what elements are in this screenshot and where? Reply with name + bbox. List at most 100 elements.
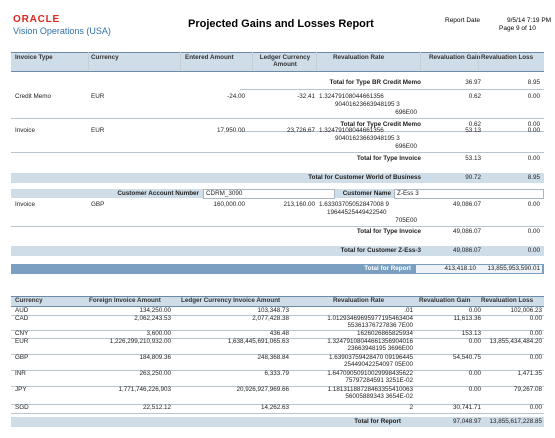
col-ledger-amount: Ledger Currency Amount bbox=[259, 54, 311, 68]
ledger-invoice-amount: 14,262.63 bbox=[260, 404, 289, 411]
col-separator bbox=[316, 52, 317, 70]
loss-value: 0.00 bbox=[529, 315, 542, 322]
revaluation-rate: 1.32479108044661356 bbox=[319, 93, 384, 100]
divider bbox=[11, 226, 544, 227]
revaluation-rate: 705E00 bbox=[395, 217, 417, 224]
loss-value: 13,855,617,228.85 bbox=[489, 418, 542, 425]
col-separator bbox=[252, 52, 253, 70]
loss-value: 79,267.08 bbox=[513, 386, 542, 393]
invoice-type: Credit Memo bbox=[15, 93, 52, 100]
entered-amount: 160,000.00 bbox=[213, 201, 245, 208]
total-customer-band: Total for Customer Z-Ess-3 49,086.07 0.0… bbox=[11, 246, 544, 256]
table1-header: Invoice Type Currency Entered Amount Led… bbox=[11, 52, 544, 72]
divider bbox=[11, 315, 544, 316]
loss-value: 13,855,953,590.01 bbox=[487, 265, 540, 272]
col-separator bbox=[478, 52, 479, 70]
total-label: Total for Type Invoice bbox=[356, 155, 421, 162]
gain-value: 0.62 bbox=[468, 121, 481, 128]
gain-value: 0.00 bbox=[468, 307, 481, 314]
foreign-amount: 2,062,243.53 bbox=[134, 315, 171, 322]
loss-value: 0.00 bbox=[527, 201, 540, 208]
currency: GBP bbox=[15, 354, 29, 361]
col-ledger-invoice-amount: Ledger Currency Invoice Amount bbox=[181, 297, 281, 304]
currency: CAD bbox=[15, 315, 29, 322]
page-number: Page 9 of 10 bbox=[499, 25, 536, 32]
currency: EUR bbox=[15, 338, 29, 345]
loss-value: 0.00 bbox=[527, 127, 540, 134]
gain-value: 53.13 bbox=[465, 155, 481, 162]
col-entered-amount: Entered Amount bbox=[185, 54, 234, 61]
revaluation-rate: 696E00 bbox=[395, 143, 417, 150]
table2-header: Currency Foreign Invoice Amount Ledger C… bbox=[11, 296, 544, 307]
revaluation-rate: 75797284591 3251E-02 bbox=[345, 377, 413, 384]
revaluation-rate: 90401623663948195 3 bbox=[335, 101, 400, 108]
foreign-amount: 1,226,299,210,932.00 bbox=[109, 338, 171, 345]
entered-amount: 17,950.00 bbox=[216, 127, 245, 134]
total-label: Total for Type Invoice bbox=[356, 228, 421, 235]
loss-value: 8.95 bbox=[527, 79, 540, 86]
gain-value: 11,613.36 bbox=[453, 315, 481, 322]
revaluation-rate: 23663948195 3696E00 bbox=[347, 345, 413, 352]
gain-value: 90.72 bbox=[465, 174, 481, 181]
loss-value: 0.00 bbox=[529, 404, 542, 411]
loss-value: 0.00 bbox=[527, 155, 540, 162]
total-invoice-row: Total for Type Invoice 53.13 0.00 bbox=[11, 155, 544, 164]
table-row: JPY 1,771,746,226,903 20,926,927,969.66 1.1… bbox=[11, 386, 544, 404]
loss-value: 102,006.23 bbox=[510, 307, 542, 314]
invoice-type: Invoice bbox=[15, 201, 35, 208]
divider bbox=[11, 413, 544, 414]
gain-value: 54,540.75 bbox=[452, 354, 481, 361]
ledger-invoice-amount: 103,348.73 bbox=[257, 307, 289, 314]
currency: EUR bbox=[91, 93, 105, 100]
loss-value: 8.95 bbox=[527, 174, 540, 181]
divider bbox=[11, 152, 544, 153]
col-invoice-type: Invoice Type bbox=[15, 54, 53, 61]
revaluation-rate: 1626026865825934 bbox=[356, 330, 413, 337]
currency: AUD bbox=[15, 307, 29, 314]
loss-value: 1,471.35 bbox=[517, 370, 542, 377]
divider bbox=[11, 354, 544, 355]
revaluation-rate: 1.18131188728463355410063 bbox=[327, 386, 413, 393]
revaluation-rate: 1.01293469695977195463404 bbox=[327, 315, 413, 322]
total-label: Total for Report bbox=[354, 418, 401, 425]
report-title: Projected Gains and Losses Report bbox=[188, 18, 374, 30]
ledger-amount: 23,726.67 bbox=[286, 127, 315, 134]
foreign-amount: 184,809.36 bbox=[139, 354, 171, 361]
total-invoice-row: Total for Type Invoice 49,086.07 0.00 bbox=[11, 228, 544, 237]
loss-value: 0.00 bbox=[527, 93, 540, 100]
currency: GBP bbox=[91, 201, 105, 208]
gain-value: 153.13 bbox=[461, 330, 481, 337]
foreign-amount: 134,250.00 bbox=[139, 307, 171, 314]
currency: SGD bbox=[15, 404, 29, 411]
revaluation-rate: 1.64709050910029998435622 bbox=[327, 370, 413, 377]
gain-value: 97,048.97 bbox=[452, 418, 481, 425]
org-name: Vision Operations (USA) bbox=[13, 26, 111, 36]
table-row: SGD 22,512.12 14,262.63 2 30,741.71 0.00 bbox=[11, 404, 544, 413]
col-revaluation-loss: Revaluation Loss bbox=[481, 297, 534, 304]
gain-value: 49,086.07 bbox=[452, 228, 481, 235]
revaluation-rate: 1.32479108044661356 bbox=[319, 127, 384, 134]
revaluation-rate: 696E00 bbox=[395, 109, 417, 116]
divider bbox=[240, 131, 544, 132]
divider bbox=[11, 404, 544, 405]
divider bbox=[11, 118, 544, 119]
col-foreign-amount: Foreign Invoice Amount bbox=[89, 297, 161, 304]
foreign-amount: 22,512.12 bbox=[142, 404, 171, 411]
entered-amount: -24.00 bbox=[227, 93, 245, 100]
divider bbox=[11, 330, 544, 331]
table-row: Invoice EUR 17,950.00 23,726.67 1.324791… bbox=[11, 127, 544, 151]
customer-name-label: Customer Name bbox=[342, 190, 391, 197]
loss-value: 0.00 bbox=[529, 354, 542, 361]
currency: EUR bbox=[91, 127, 105, 134]
customer-info-band: Customer Account Number CDRM_3090 Custom… bbox=[11, 189, 544, 199]
foreign-amount: 1,771,746,226,903 bbox=[118, 386, 171, 393]
gain-value: 0.62 bbox=[468, 93, 481, 100]
col-revaluation-gain: Revaluation Gain bbox=[429, 54, 481, 61]
ledger-invoice-amount: 20,926,927,969.66 bbox=[236, 386, 289, 393]
foreign-amount: 3,600.00 bbox=[146, 330, 171, 337]
gain-value: 30,741.71 bbox=[452, 404, 481, 411]
revaluation-rate: 2 bbox=[409, 404, 413, 411]
foreign-amount: 263,250.00 bbox=[139, 370, 171, 377]
revaluation-rate: 56005889343 3654E-02 bbox=[345, 393, 413, 400]
report-date-value: 9/5/14 7:19 PM bbox=[507, 17, 552, 24]
